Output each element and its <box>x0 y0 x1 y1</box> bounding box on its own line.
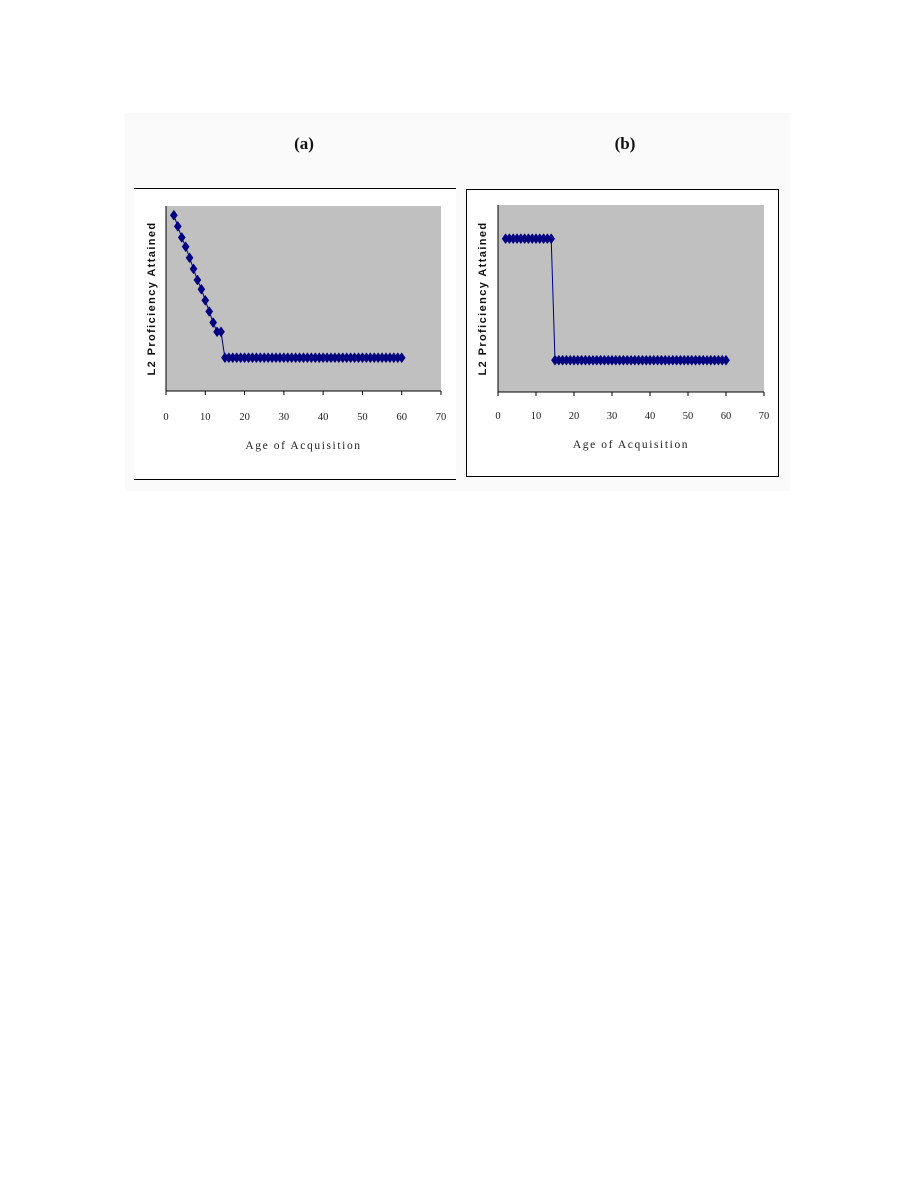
panel-b-label: (b) <box>614 134 636 153</box>
x-tick-label: 0 <box>495 411 500 422</box>
x-tick-label: 0 <box>163 412 168 423</box>
data-point-marker <box>397 352 406 364</box>
x-tick-label: 50 <box>357 412 368 423</box>
x-tick-label: 70 <box>759 411 770 422</box>
x-tick-label: 30 <box>279 412 290 423</box>
x-tick-label: 40 <box>318 412 329 423</box>
data-point-marker <box>197 283 206 295</box>
x-tick-label: 50 <box>683 411 694 422</box>
x-tick-label: 20 <box>569 411 580 422</box>
data-point-marker <box>177 232 186 243</box>
x-tick-label: 30 <box>607 411 618 422</box>
data-point-marker <box>193 274 202 286</box>
x-axis-label: Age of Acquisition <box>245 440 361 452</box>
chart-b: 0 10 20 30 40 50 60 70 Age of Acquisition L2 Prof… <box>477 205 770 451</box>
data-point-marker <box>205 306 214 317</box>
data-point-marker <box>201 294 210 306</box>
chart-a: 0 10 20 30 40 50 60 70 Age of Acquisition L2 Prof… <box>146 206 447 452</box>
data-point-marker <box>217 326 225 338</box>
y-axis-label: L2 Proficiency Attained <box>146 221 158 375</box>
data-point-marker <box>185 252 194 264</box>
data-point-marker <box>189 263 198 275</box>
x-tick-label: 60 <box>721 411 732 422</box>
panel-a-label: (a) <box>294 134 314 153</box>
x-axis-label: Age of Acquisition <box>573 439 689 451</box>
chart-b-frame: 0 10 20 30 40 50 60 70 Age of Acquisition L2 Prof… <box>466 189 779 477</box>
x-tick-label: 20 <box>239 412 250 423</box>
data-point-marker <box>722 354 730 366</box>
x-tick-label: 60 <box>396 412 407 423</box>
x-tick-label: 70 <box>436 412 447 423</box>
chart-a-frame: 0 10 20 30 40 50 60 70 Age of Acquisition L2 Prof… <box>134 188 456 480</box>
x-tick-label: 10 <box>531 411 542 422</box>
data-point-marker <box>181 241 190 253</box>
data-point-marker <box>173 220 182 232</box>
data-point-marker <box>547 233 556 245</box>
x-tick-label: 40 <box>645 411 656 422</box>
data-point-marker <box>209 317 218 328</box>
data-point-marker <box>169 209 178 221</box>
y-axis-label: L2 Proficiency Attained <box>477 221 489 375</box>
x-tick-label: 10 <box>200 412 211 423</box>
